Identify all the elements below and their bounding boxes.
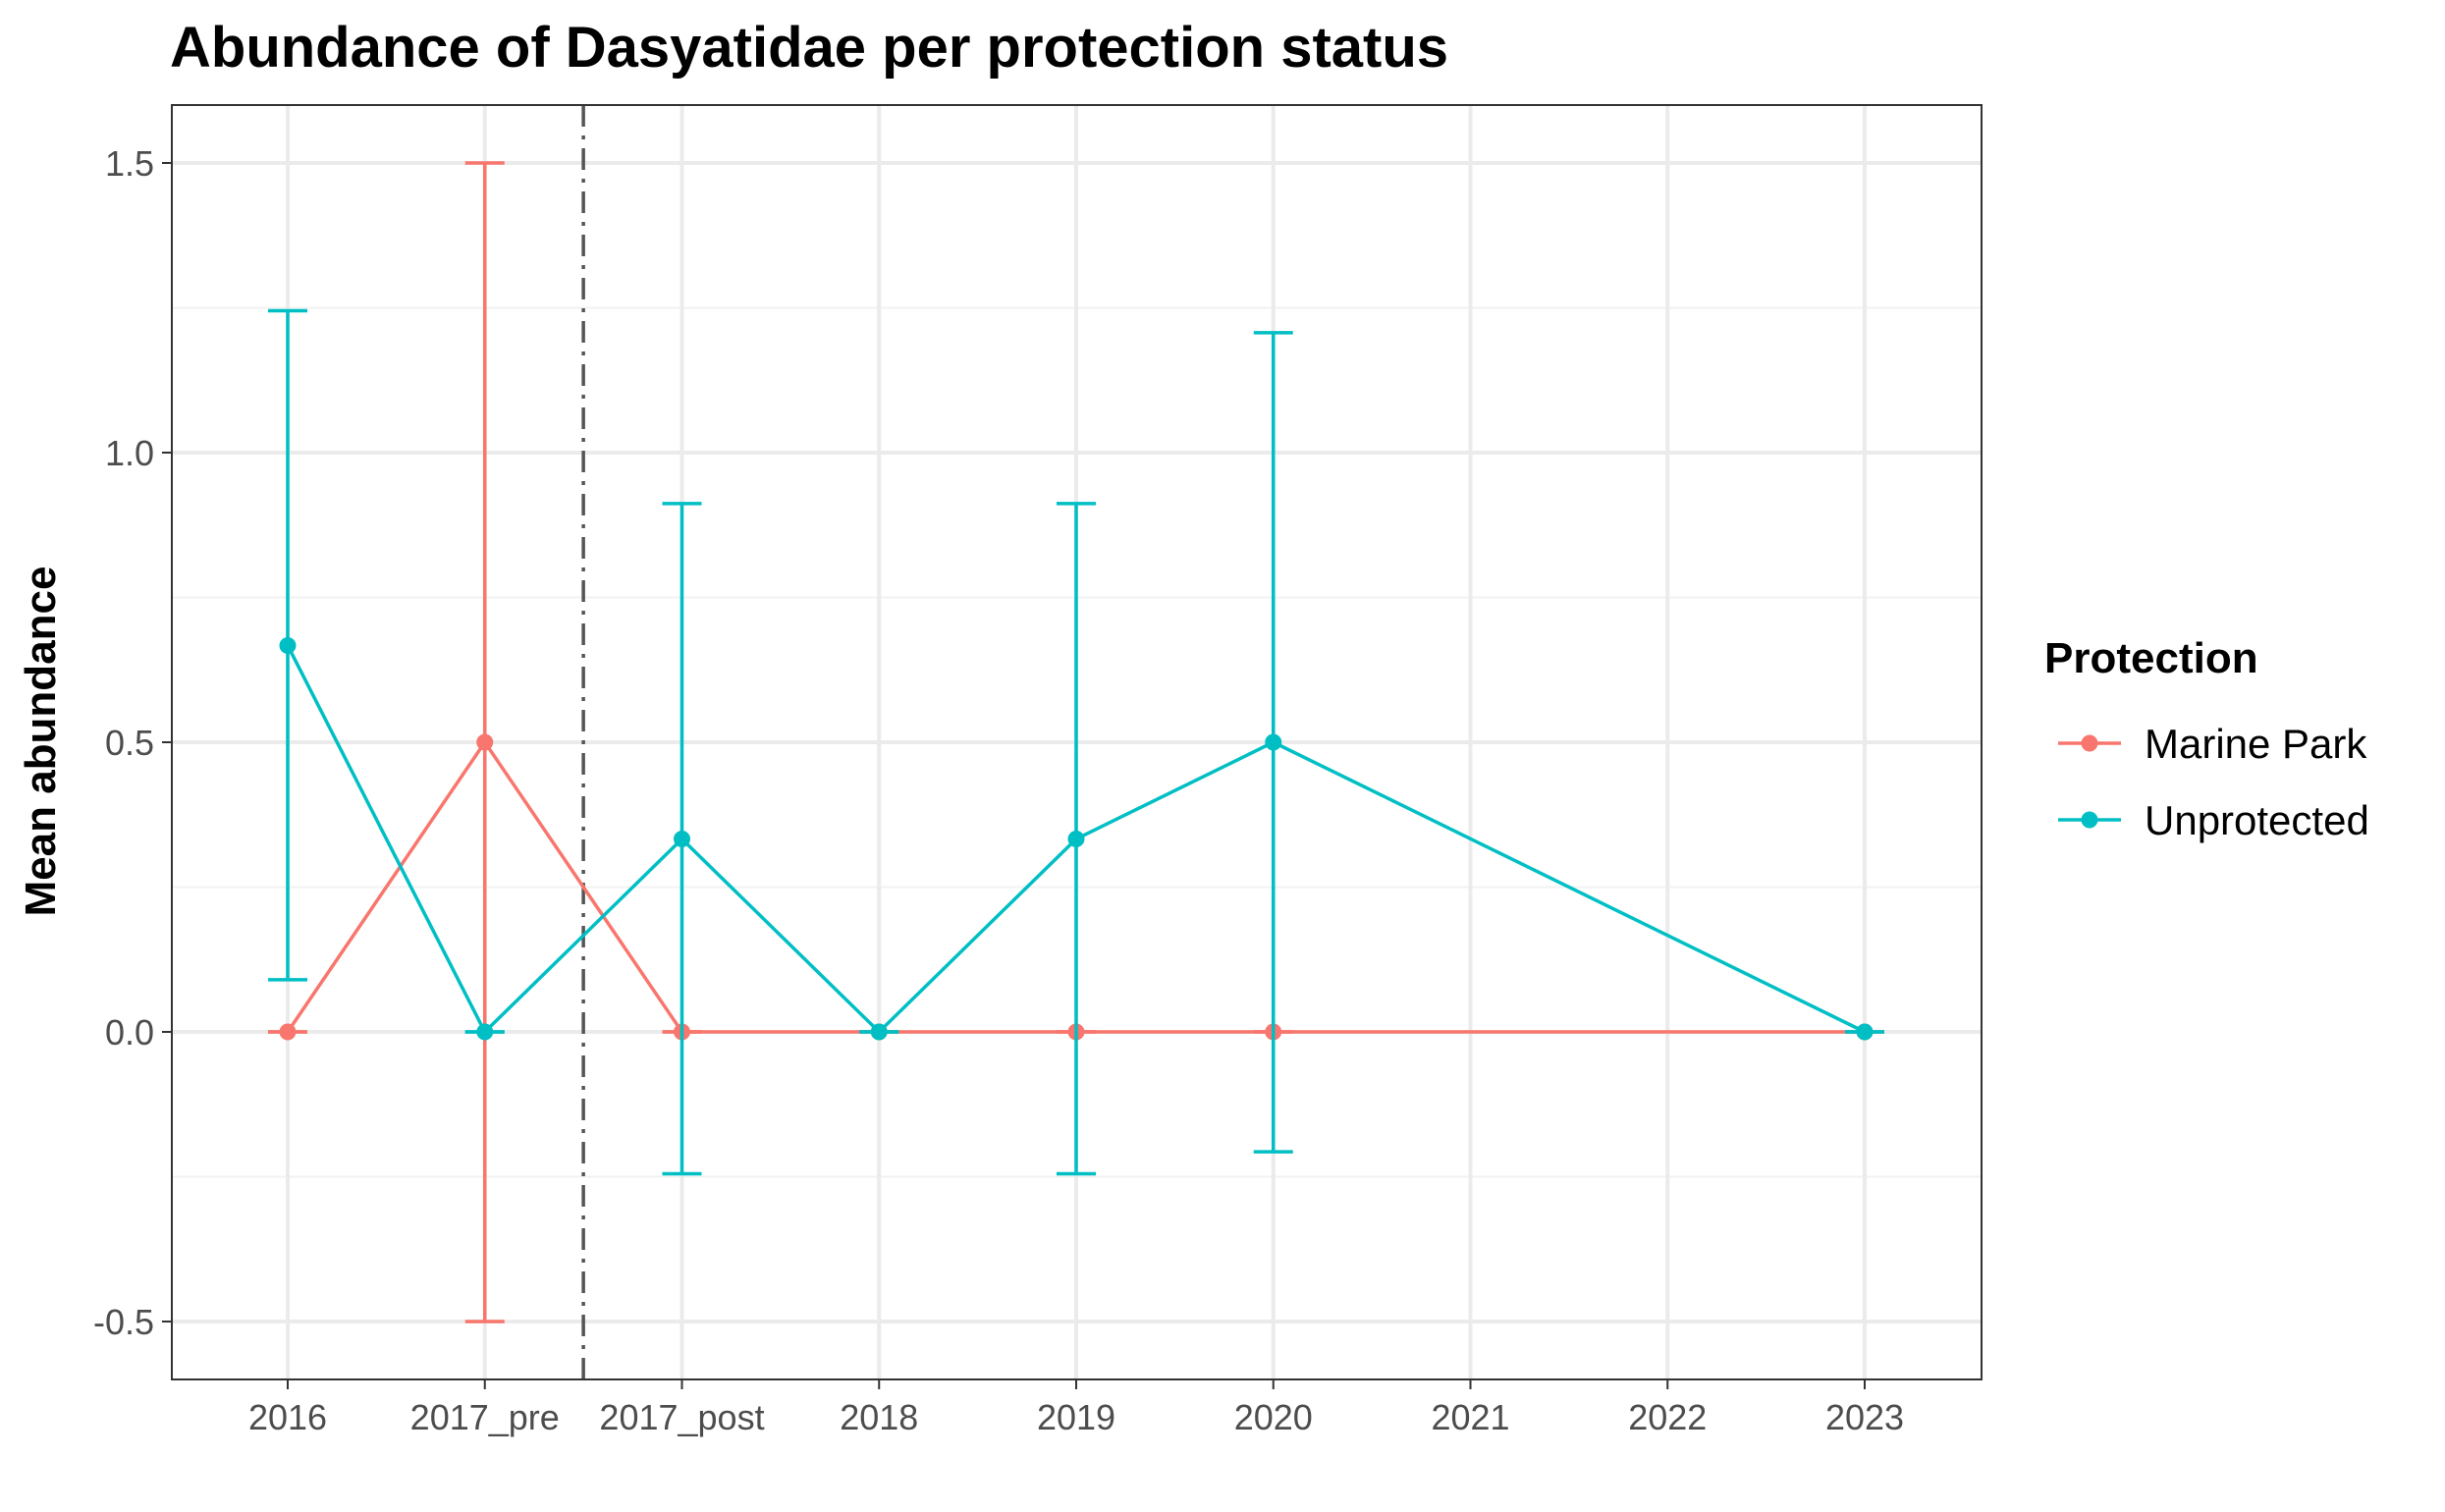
legend-title: Protection (2044, 634, 2258, 682)
legend: Protection Marine Park Unprotected (2044, 634, 2369, 843)
x-tick-label: 2022 (1628, 1397, 1707, 1437)
x-tick-label: 2023 (1825, 1397, 1904, 1437)
y-tick-label: 0.5 (105, 723, 154, 763)
data-point (674, 831, 690, 848)
data-point (476, 733, 494, 751)
x-tick-label: 2017_pre (410, 1397, 560, 1437)
data-point (279, 1023, 297, 1041)
data-point (476, 1023, 494, 1041)
x-tick-label: 2020 (1234, 1397, 1313, 1437)
y-tick-label: 1.0 (105, 433, 154, 473)
legend-key-point (2081, 734, 2098, 752)
y-tick-label: 1.5 (105, 143, 154, 184)
data-point (279, 636, 297, 654)
y-tick-label: -0.5 (93, 1302, 154, 1342)
data-point (1856, 1023, 1874, 1041)
y-axis-title: Mean abundance (17, 567, 65, 917)
data-point (870, 1023, 888, 1041)
legend-label: Marine Park (2145, 721, 2367, 767)
x-tick-label: 2018 (840, 1397, 918, 1437)
data-point (1067, 831, 1085, 848)
x-tick-label: 2017_post (599, 1397, 764, 1437)
chart-title: Abundance of Dasyatidae per protection s… (170, 16, 1448, 80)
y-tick-label: 0.0 (105, 1012, 154, 1053)
x-tick-label: 2021 (1431, 1397, 1509, 1437)
legend-entry: Marine Park (2058, 721, 2367, 767)
legend-label: Unprotected (2145, 797, 2369, 843)
legend-entry: Unprotected (2058, 797, 2369, 843)
x-tick-label: 2019 (1037, 1397, 1115, 1437)
plot-panel: -0.5 0.0 0.5 1.0 1.5 2016 2017_pre 2017_post 201… (93, 104, 1983, 1437)
x-tick-label: 2016 (248, 1397, 327, 1437)
series-unprotected (268, 308, 1884, 1176)
legend-key-point (2081, 811, 2098, 829)
data-point (1265, 733, 1282, 751)
